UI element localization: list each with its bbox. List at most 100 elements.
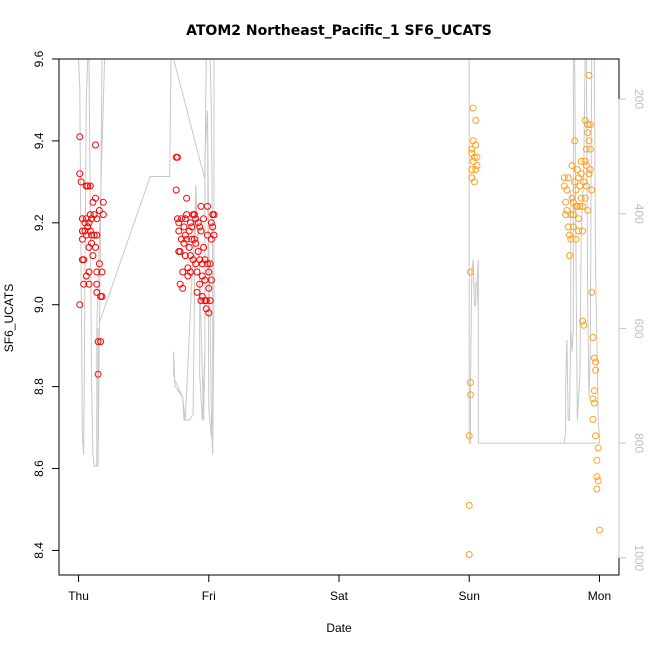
data-point <box>560 174 568 182</box>
data-point <box>93 231 101 239</box>
data-point <box>80 256 88 264</box>
data-point <box>196 223 204 231</box>
data-point <box>188 223 196 231</box>
data-point <box>470 153 478 161</box>
data-point <box>181 231 189 239</box>
data-point <box>473 153 481 161</box>
x-tick-label: Sat <box>330 589 349 603</box>
data-point <box>590 387 598 395</box>
data-point <box>92 243 99 251</box>
data-point <box>194 248 202 255</box>
data-point <box>175 227 183 235</box>
data-point <box>569 211 577 219</box>
data-point <box>589 415 597 423</box>
x-tick-label: Fri <box>202 589 216 603</box>
data-point <box>77 178 85 186</box>
data-point <box>183 235 191 243</box>
data-point <box>207 219 215 227</box>
data-point <box>465 432 473 440</box>
y-tick-label: 9.6 <box>32 50 46 67</box>
data-point <box>200 243 208 251</box>
data-point <box>206 297 214 305</box>
data-point <box>85 280 93 288</box>
data-point <box>98 293 106 300</box>
data-point <box>593 485 601 493</box>
data-point <box>205 284 213 292</box>
data-point <box>582 145 590 153</box>
data-point <box>584 129 592 137</box>
data-point <box>576 202 584 210</box>
data-point <box>98 268 106 276</box>
y-tick-label: 8.4 <box>32 542 46 559</box>
data-point <box>580 321 588 329</box>
data-point <box>472 166 480 174</box>
data-point <box>573 166 581 174</box>
data-point <box>563 186 571 194</box>
data-point <box>593 456 601 464</box>
data-point <box>568 194 576 202</box>
data-point <box>80 280 88 288</box>
data-point <box>92 194 99 202</box>
data-point <box>564 174 572 182</box>
altitude-line-layer <box>78 58 600 467</box>
x-axis-label: Date <box>326 621 352 635</box>
data-point <box>566 252 573 260</box>
data-point <box>76 301 84 309</box>
data-point <box>95 260 103 268</box>
y2-tick-label: 600 <box>632 318 646 338</box>
data-point <box>593 473 601 481</box>
chart-title: ATOM2 Northeast_Pacific_1 SF6_UCATS <box>186 23 492 39</box>
data-point <box>467 268 474 276</box>
x-tick-label: Sun <box>459 589 480 603</box>
data-point <box>93 215 101 223</box>
data-point <box>205 268 213 276</box>
data-point <box>196 280 204 288</box>
data-point <box>179 284 187 292</box>
data-point <box>177 215 185 223</box>
data-point <box>592 432 600 440</box>
data-point <box>90 231 98 239</box>
data-point <box>181 252 189 260</box>
data-point <box>575 215 583 223</box>
data-point <box>571 137 579 145</box>
data-point <box>465 551 473 558</box>
data-point <box>571 178 579 186</box>
data-point <box>92 141 99 149</box>
data-point <box>176 248 184 255</box>
data-point <box>76 133 84 141</box>
data-point <box>95 207 103 214</box>
data-point <box>469 157 477 165</box>
data-point <box>579 227 586 235</box>
data-point <box>563 207 571 214</box>
data-point <box>204 202 211 210</box>
data-point <box>562 211 570 219</box>
data-point <box>194 219 202 227</box>
data-point <box>76 170 84 178</box>
y-tick-label: 8.6 <box>32 460 46 477</box>
data-point <box>567 211 575 219</box>
data-point <box>197 202 205 210</box>
data-point <box>181 215 189 223</box>
y-tick-label: 9.0 <box>32 296 46 313</box>
data-point <box>187 219 194 227</box>
data-point <box>472 141 480 149</box>
data-point <box>573 202 581 210</box>
data-point <box>582 182 590 190</box>
data-point <box>588 186 596 194</box>
data-point <box>592 358 600 366</box>
points-layer <box>76 71 603 558</box>
data-point <box>88 231 96 239</box>
data-point <box>210 231 218 239</box>
y-axis-label: SF6_UCATS <box>2 284 16 352</box>
data-point <box>589 334 597 341</box>
data-point <box>594 444 602 452</box>
data-point <box>589 395 597 403</box>
data-point <box>575 227 583 235</box>
data-point <box>89 252 97 260</box>
x-tick-label: Thu <box>68 589 89 603</box>
data-point <box>94 338 102 346</box>
data-point <box>193 268 201 276</box>
data-point <box>192 260 200 268</box>
data-point <box>193 288 201 296</box>
